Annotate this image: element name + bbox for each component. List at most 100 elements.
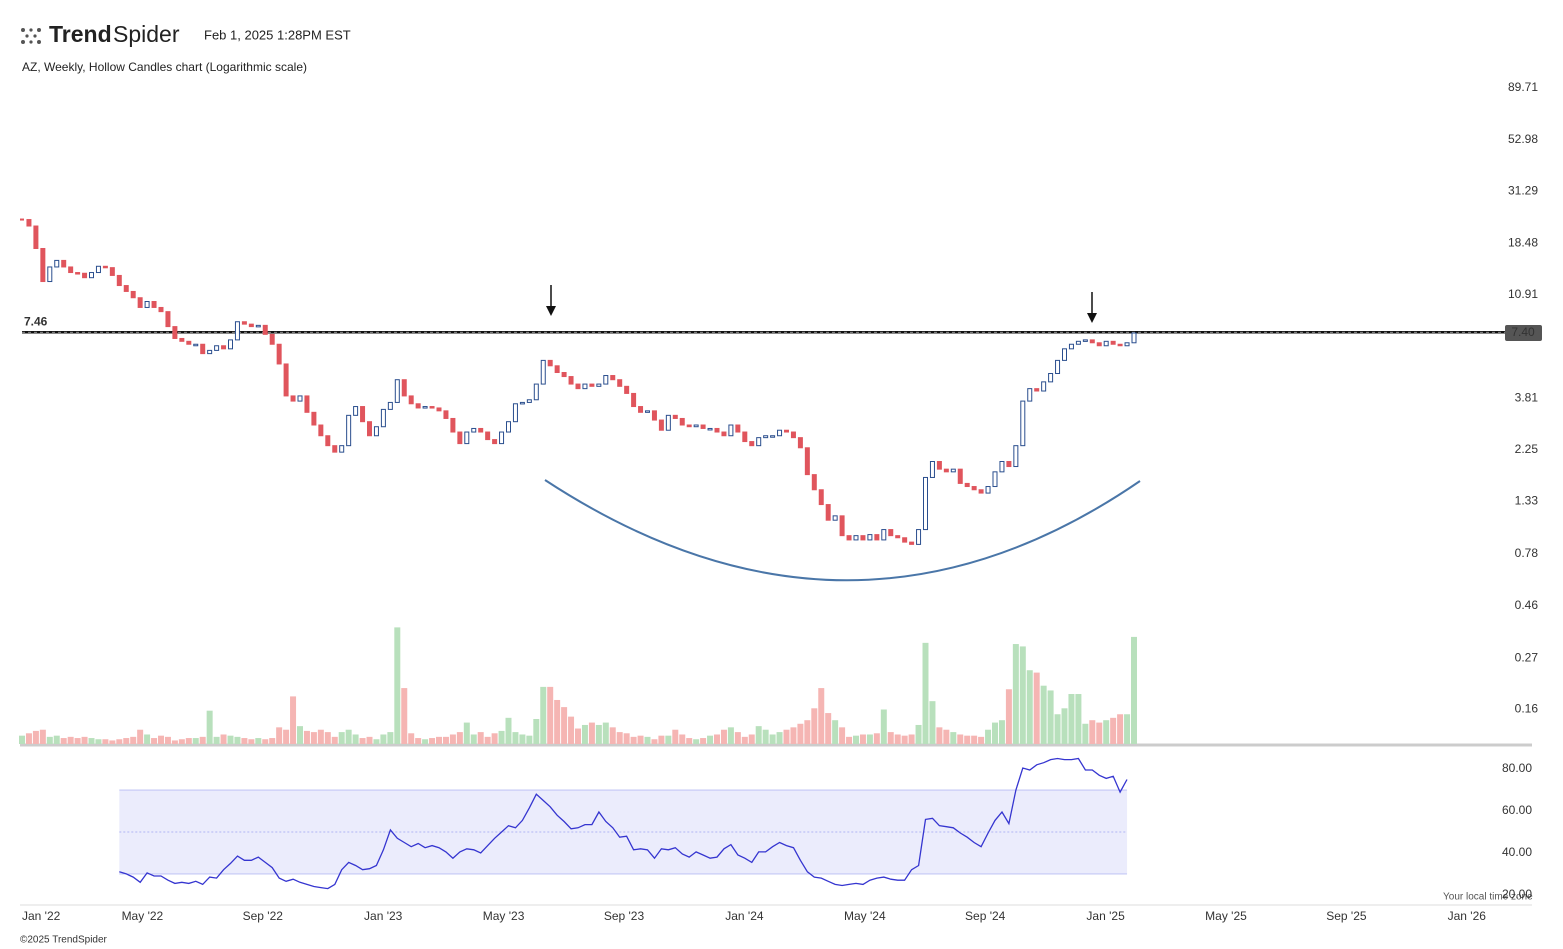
rsi-tick-label: 80.00 [1502, 761, 1532, 775]
candle-body [547, 359, 553, 367]
volume-bar [199, 736, 206, 744]
candle-body [95, 265, 101, 274]
candle-body [672, 414, 678, 419]
candle-body [172, 326, 178, 339]
candle-body [401, 379, 407, 397]
candle-body [269, 333, 275, 345]
candle-body [1131, 332, 1137, 344]
volume-bar [644, 736, 651, 744]
volume-bar [547, 686, 554, 744]
candle-body [1068, 343, 1074, 350]
volume-bar [720, 729, 727, 744]
candle-body [749, 441, 755, 447]
candle-body [443, 410, 449, 419]
candle-body [978, 489, 984, 494]
volume-bar [1040, 685, 1047, 744]
volume-bar [39, 729, 46, 744]
candle-body [193, 343, 199, 347]
candle-body [519, 401, 525, 405]
candle-body [665, 414, 671, 431]
candle-body [387, 401, 393, 410]
candle-body [318, 424, 324, 437]
candle-body [992, 471, 998, 488]
volume-bar [1047, 690, 1054, 744]
volume-bar [811, 708, 818, 744]
level-label: 7.46 [24, 314, 48, 328]
volume-bar [971, 735, 978, 744]
candle-body [380, 408, 386, 428]
candle-body [1103, 340, 1109, 347]
volume-bar [1061, 708, 1068, 744]
volume-bar [873, 733, 880, 744]
volume-bar [853, 735, 859, 744]
candle-body [61, 259, 67, 268]
volume-bar [1131, 636, 1137, 744]
y-tick-label: 0.16 [1515, 702, 1539, 716]
candle-body [985, 486, 991, 494]
volume-bar [512, 732, 519, 744]
candle-body [728, 424, 734, 437]
volume-bar [1103, 720, 1110, 744]
candle-body [304, 395, 310, 413]
volume-bar [588, 722, 595, 744]
last-price-label: 7.40 [1511, 325, 1535, 339]
candle-body [450, 417, 456, 433]
candle-body [1034, 388, 1040, 392]
volume-bar [707, 735, 714, 744]
candle-body [651, 410, 657, 421]
volume-bar [95, 739, 102, 744]
chart-title: AZ, Weekly, Hollow Candles chart (Logari… [22, 60, 307, 74]
volume-bar [422, 739, 429, 744]
volume-bar [998, 720, 1005, 744]
candle-body [797, 437, 803, 449]
volume-bar [116, 739, 123, 744]
volume-bar [693, 739, 700, 744]
volume-bar [102, 739, 109, 744]
x-tick-label: Sep '22 [243, 909, 284, 923]
volume-bar [498, 730, 505, 744]
volume-bar [825, 713, 832, 744]
x-tick-label: May '23 [483, 909, 525, 923]
volume-bar [32, 730, 39, 744]
volume-bar [1075, 694, 1082, 744]
volume-bar [992, 722, 998, 744]
x-tick-label: Sep '24 [965, 909, 1006, 923]
volume-bar [832, 720, 839, 744]
volume-bar [477, 732, 484, 744]
candle-body [533, 383, 539, 401]
candle-body [1013, 445, 1019, 468]
last-price-badge [1505, 325, 1542, 342]
volume-bar [1089, 720, 1096, 744]
volume-bar [866, 734, 873, 744]
volume-bar [1117, 714, 1124, 744]
volume-bar [526, 735, 533, 744]
candle-body [923, 476, 928, 531]
candle-body [1117, 343, 1123, 347]
candle-body [241, 321, 247, 325]
volume-bar [429, 738, 436, 744]
volume-bar [915, 724, 922, 744]
candle-body [1096, 342, 1102, 347]
candle-body [221, 345, 227, 350]
candle-body [957, 468, 963, 484]
candle-body [714, 427, 720, 433]
volume-bar [276, 727, 283, 744]
volume-bar [943, 729, 950, 744]
candle-body [436, 407, 442, 412]
volume-bar [1019, 646, 1026, 744]
candle-body [512, 403, 518, 423]
candle-body [75, 272, 81, 275]
volume-bar [456, 732, 463, 744]
candle-body [603, 375, 609, 385]
candle-body [408, 395, 414, 405]
candle-body [165, 311, 171, 328]
candle-body [158, 306, 164, 313]
candle-body [596, 383, 602, 387]
y-tick-label: 0.46 [1515, 598, 1539, 612]
volume-bar [818, 688, 825, 744]
volume-bar [185, 738, 192, 744]
x-tick-label: Jan '25 [1086, 909, 1125, 923]
volume-bar [192, 738, 199, 744]
x-tick-label: Jan '24 [725, 909, 764, 923]
